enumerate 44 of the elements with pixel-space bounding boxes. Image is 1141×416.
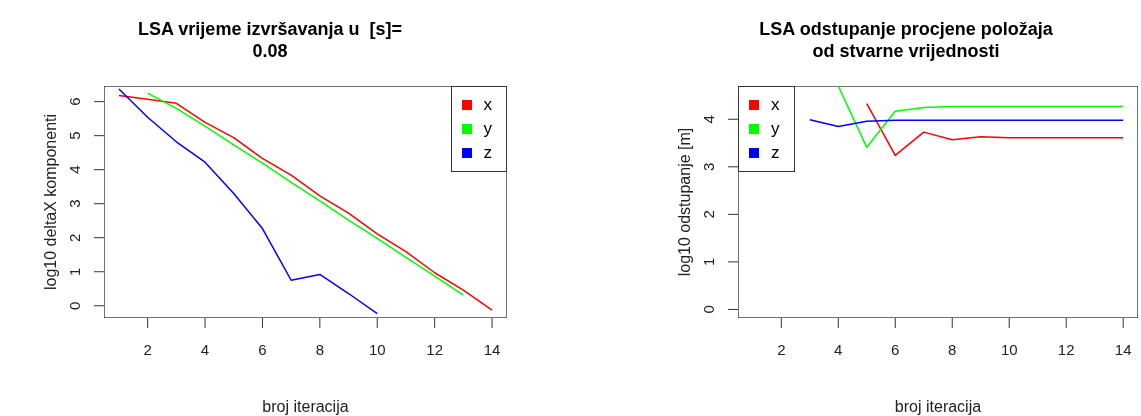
line-series <box>146 92 465 296</box>
y-tick-label: 4 <box>66 165 83 174</box>
legend-label: x <box>483 95 492 115</box>
y-tick-label: 0 <box>66 301 83 310</box>
x-tick-label: 14 <box>1114 340 1132 358</box>
line-series <box>866 102 1124 157</box>
y-tick-label: 3 <box>66 199 83 208</box>
y-tick-label: 6 <box>66 97 83 106</box>
legend-label: y <box>771 119 780 139</box>
x-tick-label: 14 <box>483 340 501 358</box>
x-tick-label: 6 <box>258 340 267 358</box>
line-series <box>118 94 493 311</box>
legend-label: y <box>483 119 492 139</box>
x-tick-label: 12 <box>1057 340 1075 358</box>
legend-label: x <box>771 95 780 115</box>
y-tick-label: 1 <box>700 257 717 267</box>
y-axis-title: log10 odstupanje [m] <box>675 127 693 277</box>
y-tick-label: 2 <box>700 210 717 219</box>
x-tick-label: 4 <box>834 340 843 358</box>
y-axis-title: log10 deltaX komponenti <box>41 113 59 291</box>
x-tick-label: 2 <box>777 340 786 358</box>
y-tick-label: 0 <box>700 305 717 314</box>
chart-title: LSA odstupanje procjene položaja od stvarne vrijednosti <box>758 18 1054 62</box>
x-tick-label: 10 <box>368 340 386 358</box>
y-tick-label: 5 <box>66 131 83 140</box>
x-tick-label: 10 <box>1000 340 1018 358</box>
x-tick-label: 8 <box>948 340 957 358</box>
x-axis-title: broj iteracija <box>894 398 982 415</box>
legend-label: z <box>483 143 492 163</box>
y-tick-label: 2 <box>66 233 83 242</box>
legend-label: z <box>771 143 780 163</box>
y-tick-label: 4 <box>700 115 717 124</box>
line-series <box>118 88 379 315</box>
y-tick-label: 1 <box>66 267 83 276</box>
chart-title: LSA vrijeme izvršavanja u [s]= 0.08 <box>137 18 403 62</box>
line-series <box>837 86 1124 149</box>
x-tick-label: 6 <box>891 340 900 358</box>
y-tick-label: 3 <box>700 162 717 171</box>
line-series <box>809 119 1124 128</box>
x-tick-label: 4 <box>200 340 210 358</box>
x-tick-label: 2 <box>143 340 152 358</box>
x-tick-label: 12 <box>426 340 444 358</box>
x-axis-title: broj iteracija <box>262 398 349 415</box>
x-tick-label: 8 <box>315 340 325 358</box>
